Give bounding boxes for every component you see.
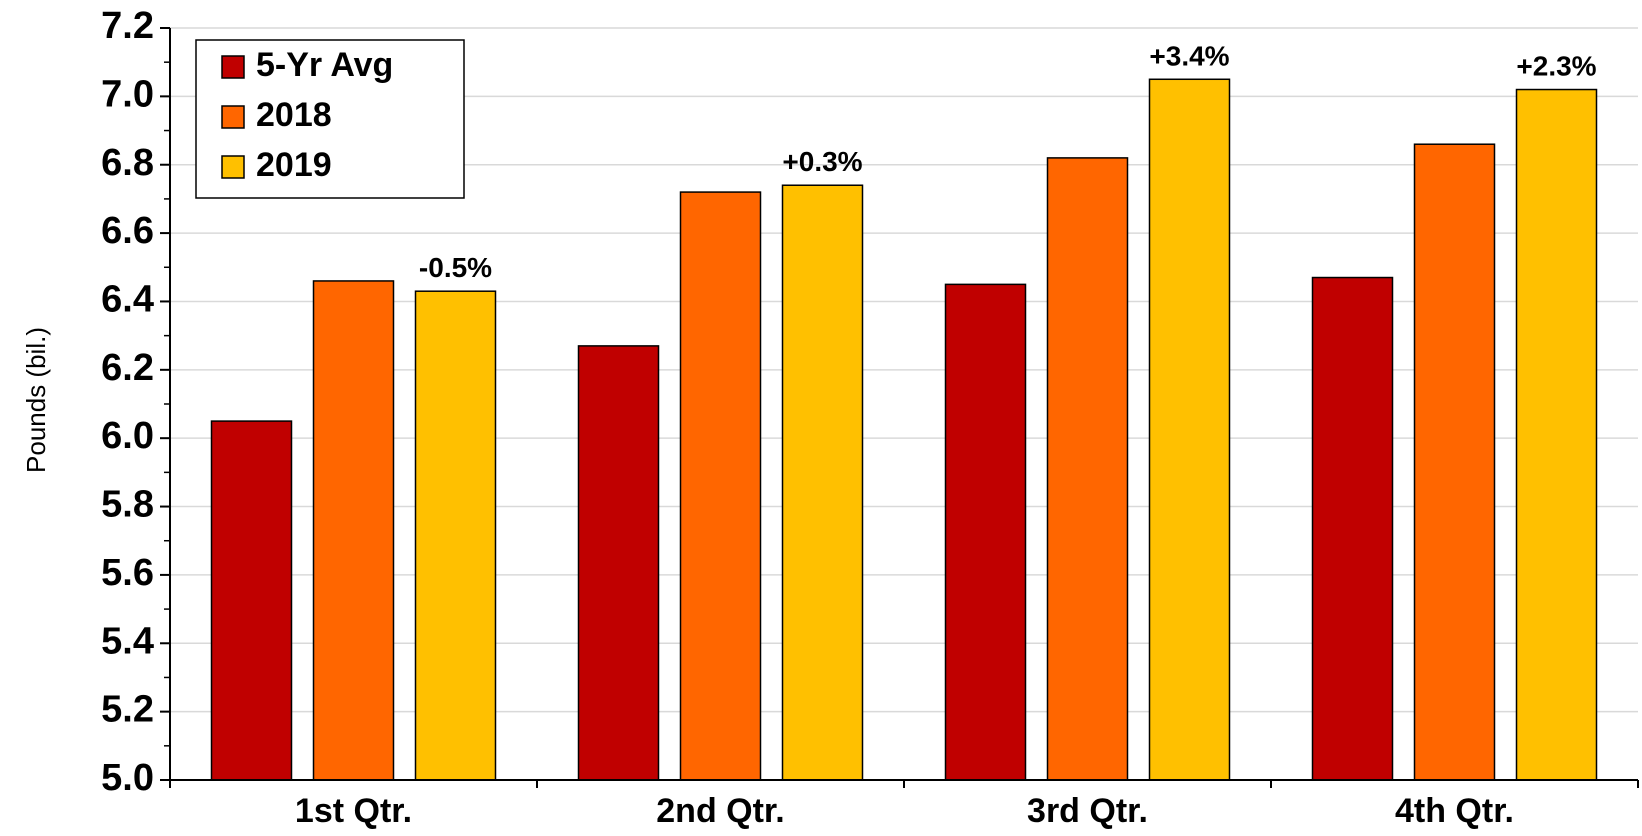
legend-swatch — [221, 105, 245, 129]
y-axis-label: Pounds (bil.) — [21, 327, 51, 473]
legend-swatch — [221, 55, 245, 79]
y-tick-label: 5.2 — [101, 689, 154, 731]
pct-change-label: +3.4% — [1149, 40, 1229, 71]
axes — [160, 27, 1639, 788]
x-tick-label: 3rd Qtr. — [1027, 792, 1148, 830]
y-tick-label: 7.2 — [101, 5, 154, 47]
bar-annotations: -0.5% +0.3% +3.4% +2.3% — [419, 40, 1597, 283]
x-tick-label: 2nd Qtr. — [656, 792, 784, 830]
x-tick-label: 1st Qtr. — [295, 792, 412, 830]
legend-label: 2018 — [256, 96, 332, 134]
gridlines — [170, 27, 1638, 713]
bar-5-yr-avg-4 — [1311, 276, 1394, 781]
y-tick-label: 6.0 — [101, 415, 154, 457]
bar-5-yr-avg-1 — [210, 420, 293, 781]
bar-2018-2 — [679, 191, 762, 781]
bar-2019-4 — [1515, 88, 1598, 781]
pct-change-label: -0.5% — [419, 252, 492, 283]
y-tick-label: 6.4 — [101, 278, 154, 320]
y-tick-label: 6.2 — [101, 347, 154, 389]
pct-change-label: +0.3% — [782, 146, 862, 177]
bar-5-yr-avg-2 — [577, 345, 660, 781]
bar-2018-3 — [1046, 157, 1129, 781]
legend-label: 2019 — [256, 146, 332, 184]
tick-labels: 5.0 5.2 5.4 5.6 5.8 6.0 6.2 6.4 6.6 6.8 7.0 7.2 1st … — [101, 5, 1514, 830]
pct-change-label: +2.3% — [1516, 51, 1596, 82]
bars — [210, 78, 1598, 781]
bar-2019-3 — [1148, 78, 1231, 781]
y-tick-label: 5.0 — [101, 757, 154, 799]
legend: 5-Yr Avg 2018 2019 — [195, 39, 465, 199]
y-tick-label: 5.8 — [101, 484, 154, 526]
y-tick-label: 5.6 — [101, 552, 154, 594]
x-tick-label: 4th Qtr. — [1395, 792, 1514, 830]
y-tick-label: 5.4 — [101, 620, 154, 662]
y-tick-label: 6.8 — [101, 142, 154, 184]
bar-5-yr-avg-3 — [944, 283, 1027, 781]
legend-label: 5-Yr Avg — [256, 46, 393, 84]
y-tick-label: 6.6 — [101, 210, 154, 252]
legend-swatch — [221, 155, 245, 179]
y-tick-label: 7.0 — [101, 73, 154, 115]
bar-2018-1 — [312, 280, 395, 781]
bar-2018-4 — [1413, 143, 1496, 781]
bar-2019-1 — [414, 290, 497, 781]
bar-2019-2 — [781, 184, 864, 781]
